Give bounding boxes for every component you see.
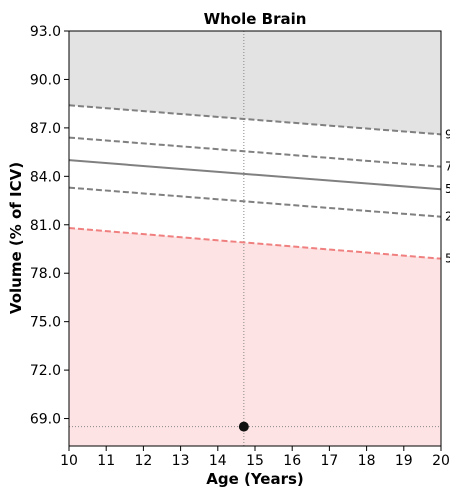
- percentile-25-label: 25: [445, 210, 450, 224]
- y-tick-label: 93.0: [30, 24, 61, 40]
- y-tick-label: 81.0: [30, 218, 61, 234]
- subject-points: [238, 421, 249, 432]
- percentile-lines: [69, 104, 441, 260]
- percentile-25-line: [69, 186, 441, 218]
- chart-title: Whole Brain: [204, 10, 307, 28]
- y-tick-label: 75.0: [30, 315, 61, 331]
- y-tick-label: 84.0: [30, 169, 61, 185]
- x-tick-label: 12: [134, 453, 152, 469]
- x-tick-label: 15: [246, 453, 264, 469]
- y-tick-label: 90.0: [30, 72, 61, 88]
- percentile-95-label: 95: [445, 127, 450, 141]
- percentile-50-line: [69, 159, 441, 191]
- lower-region-fill: [69, 228, 441, 446]
- subject-data-point: [238, 421, 249, 432]
- x-tick-label: 18: [358, 453, 376, 469]
- percentile-75-line: [69, 136, 441, 168]
- x-tick-label: 10: [60, 453, 78, 469]
- x-axis-label: Age (Years): [206, 470, 304, 488]
- x-tick-label: 17: [320, 453, 338, 469]
- x-tick-label: 16: [283, 453, 301, 469]
- percentile-75-label: 75: [445, 160, 450, 174]
- y-tick-label: 78.0: [30, 266, 61, 282]
- y-axis-label: Volume (% of ICV): [7, 162, 25, 314]
- fill-regions: [69, 31, 441, 446]
- percentile-95-line: [69, 104, 441, 136]
- y-tick-label: 69.0: [30, 412, 61, 428]
- x-tick-label: 19: [395, 453, 413, 469]
- percentile-50-label: 50: [445, 182, 450, 196]
- y-axis-ticks: 69.0 72.0 75.0 78.0 81.0 84.0 87.0 90.0 93.0: [30, 24, 69, 428]
- upper-region-fill: [69, 31, 441, 135]
- y-tick-label: 87.0: [30, 121, 61, 137]
- y-tick-label: 72.0: [30, 363, 61, 379]
- reference-lines: [69, 31, 441, 446]
- x-tick-label: 20: [432, 453, 450, 469]
- percentile-5-label: 5: [445, 252, 450, 266]
- percentile-labels: 95 75 50 25 5: [445, 127, 450, 265]
- percentile-5-line: [69, 227, 441, 260]
- x-tick-label: 13: [172, 453, 190, 469]
- x-tick-label: 14: [209, 453, 227, 469]
- x-axis-ticks: 10 11 12 13 14 15 16 17 18 19 20: [60, 446, 450, 469]
- x-tick-label: 11: [97, 453, 115, 469]
